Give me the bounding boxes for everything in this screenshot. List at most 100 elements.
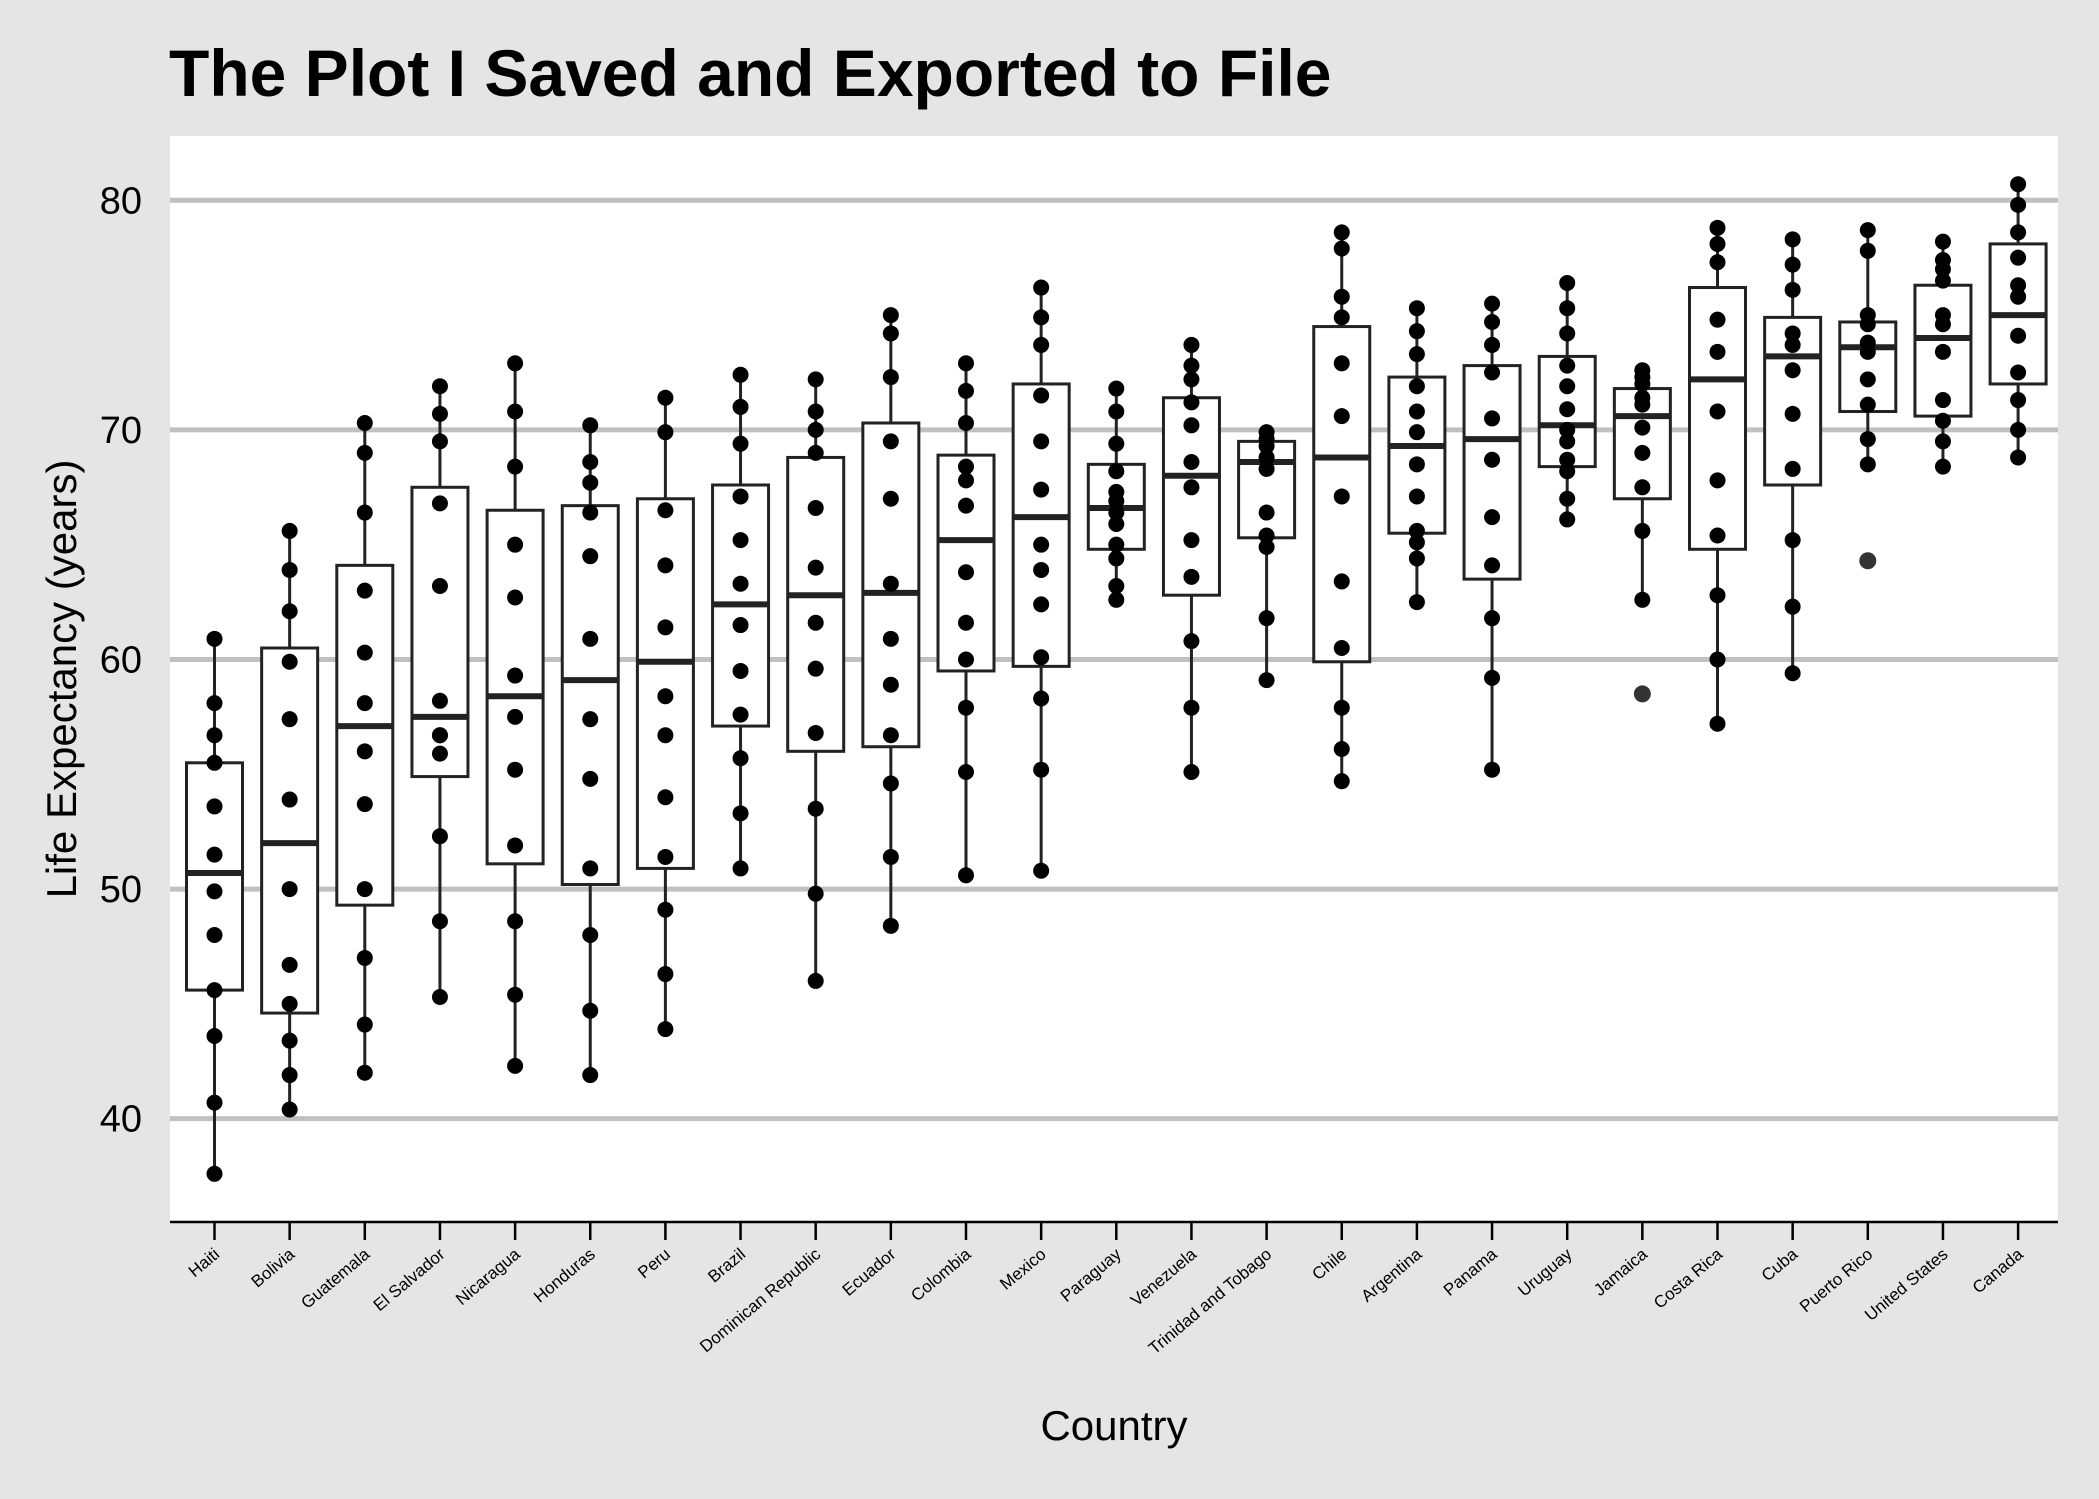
box-el-salvador [410,378,470,1005]
box-iqr [936,453,996,673]
x-tick-label: Ecuador [839,1244,900,1299]
box-iqr [1011,382,1071,668]
gridlines [170,197,2058,1122]
data-point [1934,392,1951,409]
data-point [882,369,899,386]
data-point [582,630,599,647]
data-point [281,561,298,578]
data-point [732,366,749,383]
data-point [281,1067,298,1084]
data-point [882,775,899,792]
data-point [1484,313,1501,330]
x-tick-label: Uruguay [1514,1244,1576,1300]
data-point [807,614,824,631]
data-point [1634,375,1651,392]
data-point [732,860,749,877]
data-point [1183,357,1200,374]
box-brazil [711,366,771,877]
data-point [431,692,448,709]
box-venezuela [1161,336,1221,780]
y-tick-label: 40 [100,1099,142,1141]
data-point [958,564,974,581]
data-point [206,754,223,771]
data-point [582,504,599,521]
data-point [1859,307,1876,324]
data-point [281,603,298,620]
boxplots [185,176,2048,1182]
data-point [1108,483,1125,500]
data-point [1484,364,1501,381]
box-honduras [560,417,620,1084]
data-point [1859,431,1876,448]
data-point [1108,435,1125,452]
data-point [882,307,899,324]
x-tick-label: Guatemala [297,1244,373,1312]
box-uruguay [1537,274,1597,528]
data-point [1183,394,1200,411]
data-point [1784,281,1801,298]
y-tick-label: 50 [100,869,142,911]
box-panama [1462,295,1522,778]
data-point [1934,412,1951,429]
data-point [1859,371,1876,388]
data-point [1934,307,1951,324]
data-point [1784,460,1801,477]
data-point [1484,669,1501,686]
data-point [882,727,899,744]
data-point [1258,449,1275,466]
data-point [1333,699,1350,716]
x-tick-label: Trinidad and Tobago [1145,1245,1275,1359]
box-dominican-republic [786,371,846,989]
data-point [1333,573,1350,590]
data-point [1333,741,1350,758]
box-jamaica [1612,362,1672,703]
data-point [1559,433,1576,450]
data-point [1108,463,1125,480]
box-paraguay [1086,380,1146,608]
data-point [356,414,373,431]
data-point [1333,309,1350,326]
box-iqr [335,563,395,907]
x-tick-label: Puerto Rico [1796,1245,1876,1317]
data-point [732,532,749,549]
data-point [431,988,448,1005]
x-tick-label: United States [1861,1245,1951,1325]
box-haiti [185,630,244,1182]
data-point [958,458,974,475]
data-point [206,695,223,712]
data-point [1408,456,1425,473]
data-point [1408,534,1425,551]
data-point [281,522,298,539]
data-point [1183,568,1200,585]
x-tick-label: Costa Rica [1650,1244,1726,1312]
data-point [1784,336,1801,353]
data-point [1634,522,1651,539]
box-argentina [1387,300,1447,611]
x-tick-label: Nicaragua [452,1244,524,1309]
data-point [1559,511,1576,528]
data-point [1408,300,1425,317]
data-point [431,495,448,512]
data-point [1709,527,1726,544]
outlier-point [1633,685,1651,703]
data-point [1108,550,1125,567]
data-point [1333,488,1350,505]
data-point [356,504,373,521]
data-point [958,382,974,399]
data-point [1559,378,1576,395]
data-point [1709,403,1726,420]
data-point [507,458,524,475]
data-point [1183,479,1200,496]
data-point [732,750,749,767]
data-point [958,497,974,514]
data-point [356,444,373,461]
data-point [431,727,448,744]
data-point [1709,715,1726,732]
data-point [206,1094,223,1111]
data-point [807,660,824,677]
data-point [356,644,373,661]
data-point [1333,355,1350,372]
box-cuba [1763,231,1823,682]
outlier-point [1859,552,1877,570]
